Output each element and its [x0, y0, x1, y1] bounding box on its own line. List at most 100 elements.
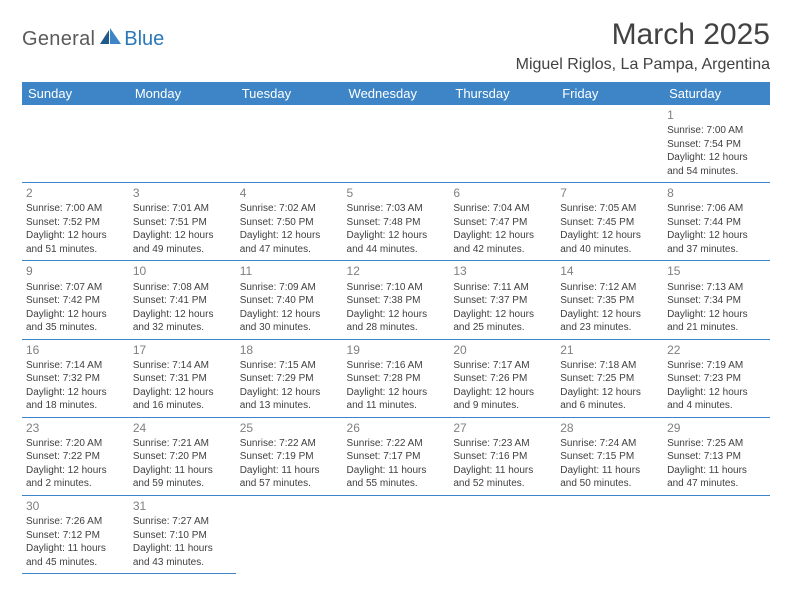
- cell-line: Daylight: 12 hours: [560, 229, 659, 243]
- cell-line: Sunrise: 7:26 AM: [26, 515, 125, 529]
- cell-line: and 54 minutes.: [667, 165, 766, 179]
- day-number: 6: [453, 185, 552, 201]
- cell-line: and 21 minutes.: [667, 321, 766, 335]
- cell-line: and 28 minutes.: [347, 321, 446, 335]
- calendar-cell: [129, 105, 236, 183]
- cell-line: Sunrise: 7:15 AM: [240, 359, 339, 373]
- cell-line: Sunset: 7:20 PM: [133, 450, 232, 464]
- day-number: 22: [667, 342, 766, 358]
- cell-line: Daylight: 12 hours: [667, 386, 766, 400]
- day-number: 12: [347, 263, 446, 279]
- cell-line: Sunset: 7:51 PM: [133, 216, 232, 230]
- cell-line: Sunset: 7:50 PM: [240, 216, 339, 230]
- cell-line: Sunrise: 7:20 AM: [26, 437, 125, 451]
- calendar-cell: 6Sunrise: 7:04 AMSunset: 7:47 PMDaylight…: [449, 183, 556, 261]
- cell-line: Daylight: 12 hours: [26, 308, 125, 322]
- cell-line: Sunset: 7:22 PM: [26, 450, 125, 464]
- calendar-cell: 7Sunrise: 7:05 AMSunset: 7:45 PMDaylight…: [556, 183, 663, 261]
- logo-text-blue: Blue: [124, 28, 164, 51]
- calendar-cell: [449, 495, 556, 573]
- day-header: Thursday: [449, 82, 556, 105]
- calendar-row: 30Sunrise: 7:26 AMSunset: 7:12 PMDayligh…: [22, 495, 770, 573]
- cell-line: and 6 minutes.: [560, 399, 659, 413]
- cell-line: Sunrise: 7:14 AM: [133, 359, 232, 373]
- cell-line: Sunset: 7:15 PM: [560, 450, 659, 464]
- cell-line: Sunset: 7:28 PM: [347, 372, 446, 386]
- logo: General Blue: [22, 28, 164, 51]
- cell-line: and 30 minutes.: [240, 321, 339, 335]
- calendar-cell: 10Sunrise: 7:08 AMSunset: 7:41 PMDayligh…: [129, 261, 236, 339]
- cell-line: Sunrise: 7:06 AM: [667, 202, 766, 216]
- cell-line: Daylight: 12 hours: [133, 229, 232, 243]
- calendar-cell: 29Sunrise: 7:25 AMSunset: 7:13 PMDayligh…: [663, 417, 770, 495]
- cell-line: Daylight: 12 hours: [453, 229, 552, 243]
- cell-line: Sunrise: 7:00 AM: [26, 202, 125, 216]
- day-number: 1: [667, 107, 766, 123]
- calendar-cell: 22Sunrise: 7:19 AMSunset: 7:23 PMDayligh…: [663, 339, 770, 417]
- cell-line: Sunset: 7:38 PM: [347, 294, 446, 308]
- calendar-cell: 30Sunrise: 7:26 AMSunset: 7:12 PMDayligh…: [22, 495, 129, 573]
- cell-line: Sunset: 7:34 PM: [667, 294, 766, 308]
- cell-line: Sunset: 7:42 PM: [26, 294, 125, 308]
- cell-line: Sunrise: 7:27 AM: [133, 515, 232, 529]
- cell-line: Daylight: 11 hours: [667, 464, 766, 478]
- day-number: 14: [560, 263, 659, 279]
- cell-line: and 9 minutes.: [453, 399, 552, 413]
- cell-line: Sunrise: 7:03 AM: [347, 202, 446, 216]
- cell-line: Daylight: 12 hours: [240, 386, 339, 400]
- cell-line: Sunset: 7:17 PM: [347, 450, 446, 464]
- cell-line: Sunrise: 7:25 AM: [667, 437, 766, 451]
- day-number: 13: [453, 263, 552, 279]
- cell-line: Sunset: 7:47 PM: [453, 216, 552, 230]
- calendar-cell: [343, 495, 450, 573]
- calendar-cell: 15Sunrise: 7:13 AMSunset: 7:34 PMDayligh…: [663, 261, 770, 339]
- cell-line: and 43 minutes.: [133, 556, 232, 570]
- calendar-cell: 24Sunrise: 7:21 AMSunset: 7:20 PMDayligh…: [129, 417, 236, 495]
- cell-line: Daylight: 11 hours: [240, 464, 339, 478]
- day-number: 19: [347, 342, 446, 358]
- cell-line: and 55 minutes.: [347, 477, 446, 491]
- calendar-head: SundayMondayTuesdayWednesdayThursdayFrid…: [22, 82, 770, 105]
- calendar-cell: [556, 105, 663, 183]
- cell-line: Sunrise: 7:17 AM: [453, 359, 552, 373]
- cell-line: Daylight: 12 hours: [560, 308, 659, 322]
- cell-line: Sunset: 7:26 PM: [453, 372, 552, 386]
- calendar-cell: [236, 105, 343, 183]
- location-label: Miguel Riglos, La Pampa, Argentina: [516, 56, 770, 74]
- day-header: Saturday: [663, 82, 770, 105]
- cell-line: Sunset: 7:12 PM: [26, 529, 125, 543]
- cell-line: Sunset: 7:10 PM: [133, 529, 232, 543]
- cell-line: and 52 minutes.: [453, 477, 552, 491]
- cell-line: and 47 minutes.: [667, 477, 766, 491]
- cell-line: Sunrise: 7:14 AM: [26, 359, 125, 373]
- cell-line: Sunrise: 7:16 AM: [347, 359, 446, 373]
- cell-line: Sunrise: 7:08 AM: [133, 281, 232, 295]
- cell-line: Sunrise: 7:11 AM: [453, 281, 552, 295]
- cell-line: Sunrise: 7:07 AM: [26, 281, 125, 295]
- calendar-cell: 21Sunrise: 7:18 AMSunset: 7:25 PMDayligh…: [556, 339, 663, 417]
- cell-line: Sunrise: 7:23 AM: [453, 437, 552, 451]
- cell-line: Daylight: 12 hours: [347, 386, 446, 400]
- cell-line: and 11 minutes.: [347, 399, 446, 413]
- day-number: 9: [26, 263, 125, 279]
- cell-line: and 2 minutes.: [26, 477, 125, 491]
- cell-line: Daylight: 12 hours: [667, 151, 766, 165]
- logo-text-general: General: [22, 28, 95, 51]
- cell-line: Sunrise: 7:22 AM: [347, 437, 446, 451]
- calendar-cell: 5Sunrise: 7:03 AMSunset: 7:48 PMDaylight…: [343, 183, 450, 261]
- calendar-cell: [556, 495, 663, 573]
- cell-line: Sunset: 7:52 PM: [26, 216, 125, 230]
- cell-line: Sunset: 7:35 PM: [560, 294, 659, 308]
- calendar-row: 16Sunrise: 7:14 AMSunset: 7:32 PMDayligh…: [22, 339, 770, 417]
- cell-line: and 59 minutes.: [133, 477, 232, 491]
- calendar-row: 23Sunrise: 7:20 AMSunset: 7:22 PMDayligh…: [22, 417, 770, 495]
- day-number: 4: [240, 185, 339, 201]
- cell-line: Daylight: 12 hours: [560, 386, 659, 400]
- cell-line: Daylight: 12 hours: [347, 308, 446, 322]
- cell-line: and 23 minutes.: [560, 321, 659, 335]
- day-number: 29: [667, 420, 766, 436]
- calendar-body: 1Sunrise: 7:00 AMSunset: 7:54 PMDaylight…: [22, 105, 770, 574]
- cell-line: and 4 minutes.: [667, 399, 766, 413]
- calendar-table: SundayMondayTuesdayWednesdayThursdayFrid…: [22, 82, 770, 574]
- day-number: 16: [26, 342, 125, 358]
